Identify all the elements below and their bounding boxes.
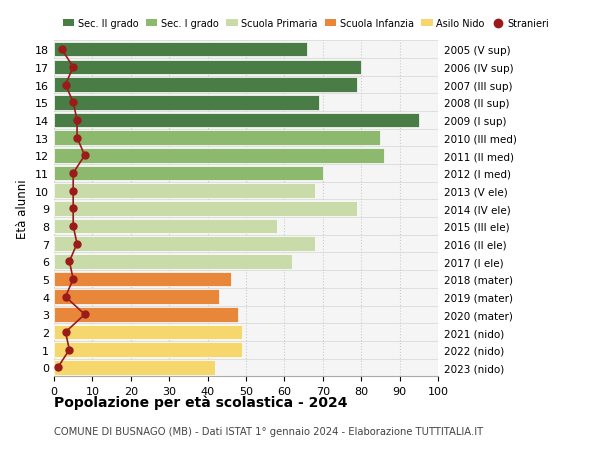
Y-axis label: Età alunni: Età alunni <box>16 179 29 239</box>
Bar <box>54 78 358 93</box>
Bar <box>54 149 384 163</box>
Bar <box>54 237 315 252</box>
Bar <box>54 166 323 181</box>
Bar <box>54 360 215 375</box>
Bar <box>54 255 292 269</box>
Bar <box>54 219 277 234</box>
Bar <box>54 61 361 75</box>
Bar <box>54 202 358 216</box>
Bar <box>54 43 307 57</box>
Bar <box>54 308 238 322</box>
Bar <box>54 184 315 198</box>
Bar <box>54 113 419 128</box>
Bar <box>54 131 380 146</box>
Bar <box>54 343 242 357</box>
Text: COMUNE DI BUSNAGO (MB) - Dati ISTAT 1° gennaio 2024 - Elaborazione TUTTITALIA.IT: COMUNE DI BUSNAGO (MB) - Dati ISTAT 1° g… <box>54 426 483 436</box>
Text: Popolazione per età scolastica - 2024: Popolazione per età scolastica - 2024 <box>54 395 347 409</box>
Bar <box>54 96 319 110</box>
Legend: Sec. II grado, Sec. I grado, Scuola Primaria, Scuola Infanzia, Asilo Nido, Stran: Sec. II grado, Sec. I grado, Scuola Prim… <box>59 15 553 33</box>
Bar <box>54 325 242 340</box>
Bar <box>54 272 230 286</box>
Bar <box>54 290 219 304</box>
